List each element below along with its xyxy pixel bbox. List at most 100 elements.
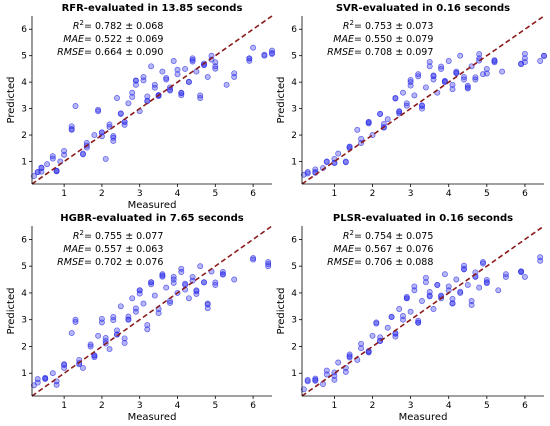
data-point xyxy=(434,281,441,288)
data-point xyxy=(396,306,403,312)
data-point xyxy=(212,279,219,286)
data-point xyxy=(464,281,471,288)
data-point xyxy=(132,77,139,84)
data-point xyxy=(373,320,380,327)
data-point xyxy=(491,57,498,64)
x-tick-label: 2 xyxy=(99,401,105,411)
data-point xyxy=(491,59,498,66)
data-point xyxy=(342,368,349,375)
data-point xyxy=(129,89,136,96)
data-point xyxy=(49,155,56,162)
data-point xyxy=(476,51,483,58)
data-point xyxy=(182,65,189,72)
data-point xyxy=(80,364,86,371)
data-point xyxy=(87,341,94,348)
data-point xyxy=(457,52,464,59)
data-point xyxy=(453,276,460,283)
data-point xyxy=(110,137,117,144)
data-point xyxy=(411,283,418,290)
data-point xyxy=(422,84,429,91)
data-point xyxy=(61,361,68,368)
data-point xyxy=(499,68,506,75)
data-point xyxy=(426,58,433,65)
x-tick-label: 4 xyxy=(175,401,181,411)
x-tick-label: 2 xyxy=(370,189,376,199)
y-axis-label: Predicted xyxy=(6,77,17,124)
data-point xyxy=(415,73,422,80)
data-point xyxy=(384,116,391,123)
data-point xyxy=(132,308,139,315)
data-point xyxy=(380,121,387,127)
data-point xyxy=(495,287,502,294)
data-point xyxy=(518,269,525,275)
stat-label: R2 xyxy=(343,229,354,242)
stat-label: RMSE xyxy=(327,47,354,58)
data-point xyxy=(117,110,124,117)
data-point xyxy=(144,322,151,329)
data-point xyxy=(144,93,151,100)
data-point xyxy=(163,284,170,291)
data-point xyxy=(449,86,456,93)
data-point xyxy=(189,55,196,62)
data-point xyxy=(121,121,128,128)
data-point xyxy=(49,370,56,377)
data-point xyxy=(472,76,479,83)
data-point xyxy=(167,299,173,306)
x-tick-label: 3 xyxy=(408,189,414,199)
data-point xyxy=(91,354,98,361)
x-tick-label: 4 xyxy=(175,189,181,199)
stat-label: RMSE xyxy=(327,257,354,268)
y-tick-label: 5 xyxy=(291,52,297,62)
y-tick-label: 6 xyxy=(291,25,297,35)
x-tick-label: 1 xyxy=(332,401,338,411)
stat-value: = 0.557 ± 0.063 xyxy=(84,244,163,255)
stat-label: MAE xyxy=(333,244,354,255)
data-point xyxy=(407,308,414,315)
data-point xyxy=(170,279,177,286)
data-point xyxy=(438,63,445,70)
data-point xyxy=(72,103,79,109)
data-point xyxy=(125,100,132,107)
data-point xyxy=(246,57,253,64)
x-tick-label: 5 xyxy=(212,189,218,199)
data-point xyxy=(461,76,467,83)
stat-value: = 0.706 ± 0.088 xyxy=(354,257,433,268)
data-point xyxy=(541,53,547,60)
data-point xyxy=(537,58,544,64)
stat-label: RMSE xyxy=(57,257,84,268)
data-point xyxy=(422,279,429,286)
x-tick-label: 3 xyxy=(137,189,143,199)
stat-value: = 0.664 ± 0.090 xyxy=(84,47,163,58)
data-point xyxy=(151,84,158,91)
y-tick-label: 3 xyxy=(21,316,27,326)
data-point xyxy=(106,346,113,353)
data-point xyxy=(457,288,464,295)
stat-value: = 0.755 ± 0.077 xyxy=(84,231,163,242)
data-point xyxy=(246,55,253,62)
y-axis-label: Predicted xyxy=(276,77,287,124)
data-point xyxy=(204,73,211,80)
data-point xyxy=(480,259,486,266)
data-point xyxy=(384,324,391,331)
data-point xyxy=(411,92,418,99)
data-point xyxy=(250,44,257,51)
data-point xyxy=(304,170,311,177)
identity-line xyxy=(301,15,545,185)
data-point xyxy=(354,126,361,133)
x-axis-label: Measured xyxy=(399,412,448,423)
data-point xyxy=(170,58,177,64)
x-axis-label: Measured xyxy=(128,200,177,211)
stat-value: = 0.708 ± 0.097 xyxy=(354,47,433,58)
data-point xyxy=(483,70,490,77)
data-point xyxy=(304,377,311,383)
data-point xyxy=(178,92,185,99)
stat-value: = 0.754 ± 0.075 xyxy=(354,231,433,242)
y-tick-label: 1 xyxy=(21,158,27,168)
scatter-points xyxy=(30,255,272,389)
stat-label: R2 xyxy=(343,19,354,32)
data-point xyxy=(53,381,60,388)
data-point xyxy=(72,318,79,325)
data-point xyxy=(170,273,177,280)
data-point xyxy=(151,292,158,299)
